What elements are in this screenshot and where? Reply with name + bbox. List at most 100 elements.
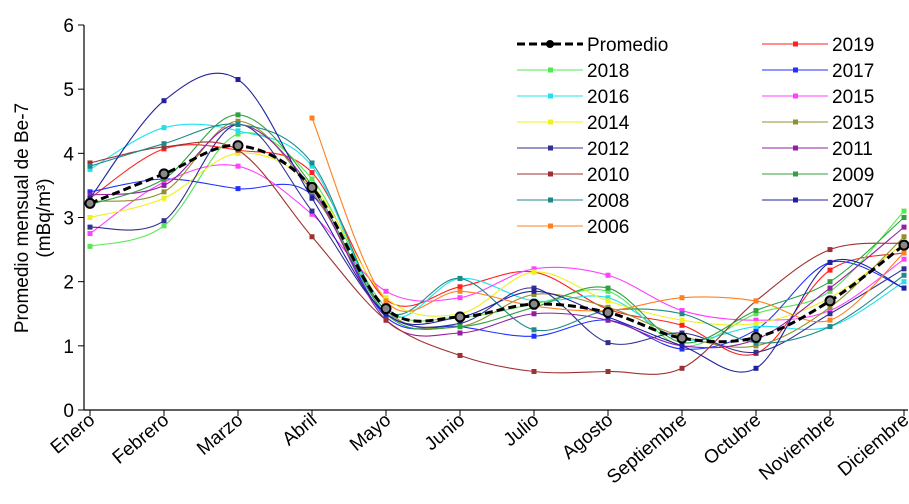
legend-marker [548, 223, 553, 229]
data-point [457, 324, 463, 330]
data-point [827, 288, 833, 294]
data-point [235, 128, 241, 134]
data-point [531, 311, 537, 317]
data-point [306, 181, 318, 193]
legend-marker [548, 67, 553, 73]
data-point [380, 303, 392, 315]
data-point [161, 218, 167, 224]
data-point [753, 308, 759, 314]
data-point [901, 285, 907, 291]
legend-label: 2010 [587, 165, 629, 186]
data-point [901, 256, 907, 262]
data-point [901, 224, 907, 230]
data-point [679, 295, 685, 301]
data-point [827, 279, 833, 285]
x-tick-label: Septiembre [603, 410, 691, 489]
data-point [750, 331, 762, 343]
series-line [89, 164, 905, 321]
data-point [235, 186, 241, 192]
legend-marker [548, 93, 553, 99]
data-point [679, 311, 685, 317]
data-point [161, 141, 167, 147]
legend-marker [548, 171, 553, 177]
data-point [235, 163, 241, 169]
data-point [235, 112, 241, 118]
data-point [531, 369, 537, 374]
series-line [89, 152, 905, 326]
data-point [676, 332, 688, 344]
x-tick-label: Diciembre [834, 410, 909, 481]
data-point [605, 285, 611, 291]
y-axis-label: (mBq/m³) [34, 178, 55, 257]
data-point [161, 144, 167, 150]
data-point [235, 150, 241, 156]
data-point [457, 352, 463, 358]
data-point [383, 295, 389, 301]
data-point [161, 195, 167, 201]
data-point [605, 298, 611, 304]
x-tick-label: Febrero [109, 410, 173, 469]
legend-marker [793, 93, 798, 99]
x-tick-label: Marzo [193, 410, 247, 460]
data-point [87, 215, 93, 220]
legend-label: 2018 [587, 61, 629, 82]
data-point [161, 182, 167, 188]
data-point [457, 330, 463, 336]
data-point [383, 314, 389, 320]
data-point [605, 317, 611, 323]
data-point [309, 115, 315, 121]
legend-label: 2008 [587, 191, 629, 212]
data-point [901, 266, 907, 272]
data-point [87, 163, 93, 169]
data-point [87, 224, 93, 230]
data-point [531, 288, 537, 294]
data-point [235, 118, 241, 124]
data-point [602, 306, 614, 318]
data-point [309, 170, 315, 176]
data-point [383, 298, 389, 304]
data-point [753, 365, 759, 371]
y-tick-label: 6 [63, 16, 74, 37]
data-point [87, 243, 93, 249]
data-point [753, 343, 759, 349]
legend-marker [793, 171, 798, 177]
series-line [89, 123, 905, 349]
y-tick-label: 2 [63, 273, 74, 294]
data-point [901, 250, 907, 256]
data-point [158, 168, 170, 180]
y-tick-label: 0 [63, 401, 74, 422]
data-point [679, 308, 685, 314]
legend-label: 2006 [587, 217, 629, 238]
series-line [89, 120, 905, 348]
data-point [235, 131, 241, 137]
x-tick-label: Agosto [558, 410, 617, 464]
data-point [753, 349, 759, 355]
legend-label: 2007 [832, 191, 874, 212]
legend-label: 2019 [832, 35, 874, 56]
data-point [531, 269, 537, 275]
data-point [87, 192, 93, 198]
data-point [679, 343, 685, 349]
legend-label: 2014 [587, 113, 630, 134]
data-point [309, 195, 315, 201]
data-point [309, 208, 315, 214]
x-tick-label: Noviembre [755, 410, 839, 485]
legend-marker [793, 119, 798, 125]
data-point [827, 267, 833, 273]
legend-label: 2009 [832, 165, 874, 186]
data-point [605, 288, 611, 294]
data-point [232, 140, 244, 152]
y-tick-label: 1 [63, 337, 74, 358]
data-point [457, 284, 463, 290]
data-point [753, 317, 759, 323]
data-point [457, 320, 463, 326]
data-point [309, 163, 315, 169]
y-axis-label: Promedio mensual de Be-7 [12, 103, 33, 333]
data-point [827, 304, 833, 310]
legend-label: 2015 [832, 87, 874, 108]
data-point [161, 98, 167, 104]
data-point [161, 223, 167, 229]
y-tick-label: 5 [63, 80, 74, 101]
y-tick-label: 4 [63, 144, 74, 165]
